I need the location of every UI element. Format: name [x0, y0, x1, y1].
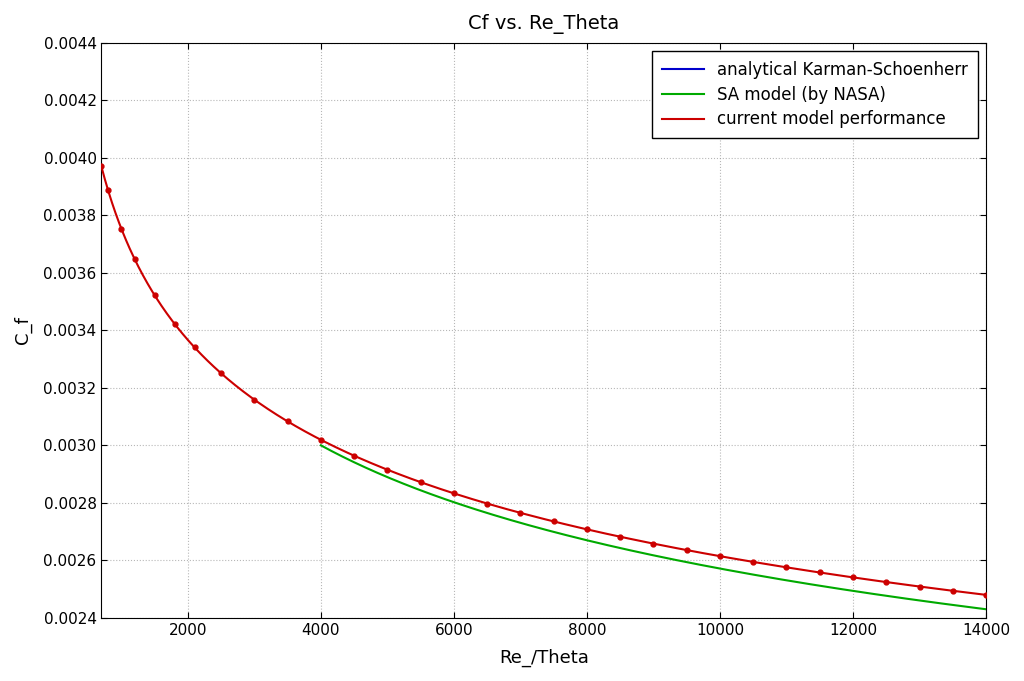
X-axis label: Re_/Theta: Re_/Theta: [499, 649, 589, 667]
Line: current model performance: current model performance: [101, 166, 986, 595]
current model performance: [702, 550, 715, 558]
current model performance: [453, 491, 465, 499]
current model performance: [801, 567, 813, 575]
SA model (by NASA): [980, 605, 992, 614]
current model performance: [980, 591, 992, 599]
SA model (by NASA): [383, 473, 395, 481]
current model performance: [185, 340, 198, 349]
SA model (by NASA): [314, 441, 327, 449]
Legend: analytical Karman-Schoenherr, SA model (by NASA), current model performance: analytical Karman-Schoenherr, SA model (…: [652, 51, 978, 138]
SA model (by NASA): [834, 585, 846, 593]
Title: Cf vs. Re_Theta: Cf vs. Re_Theta: [468, 14, 620, 34]
SA model (by NASA): [846, 586, 858, 595]
current model performance: [785, 564, 798, 572]
current model performance: [485, 501, 498, 509]
Line: SA model (by NASA): SA model (by NASA): [321, 445, 986, 609]
Y-axis label: C_f: C_f: [14, 317, 32, 345]
SA model (by NASA): [771, 575, 783, 583]
SA model (by NASA): [607, 543, 620, 551]
SA model (by NASA): [584, 537, 596, 545]
current model performance: [95, 162, 108, 170]
